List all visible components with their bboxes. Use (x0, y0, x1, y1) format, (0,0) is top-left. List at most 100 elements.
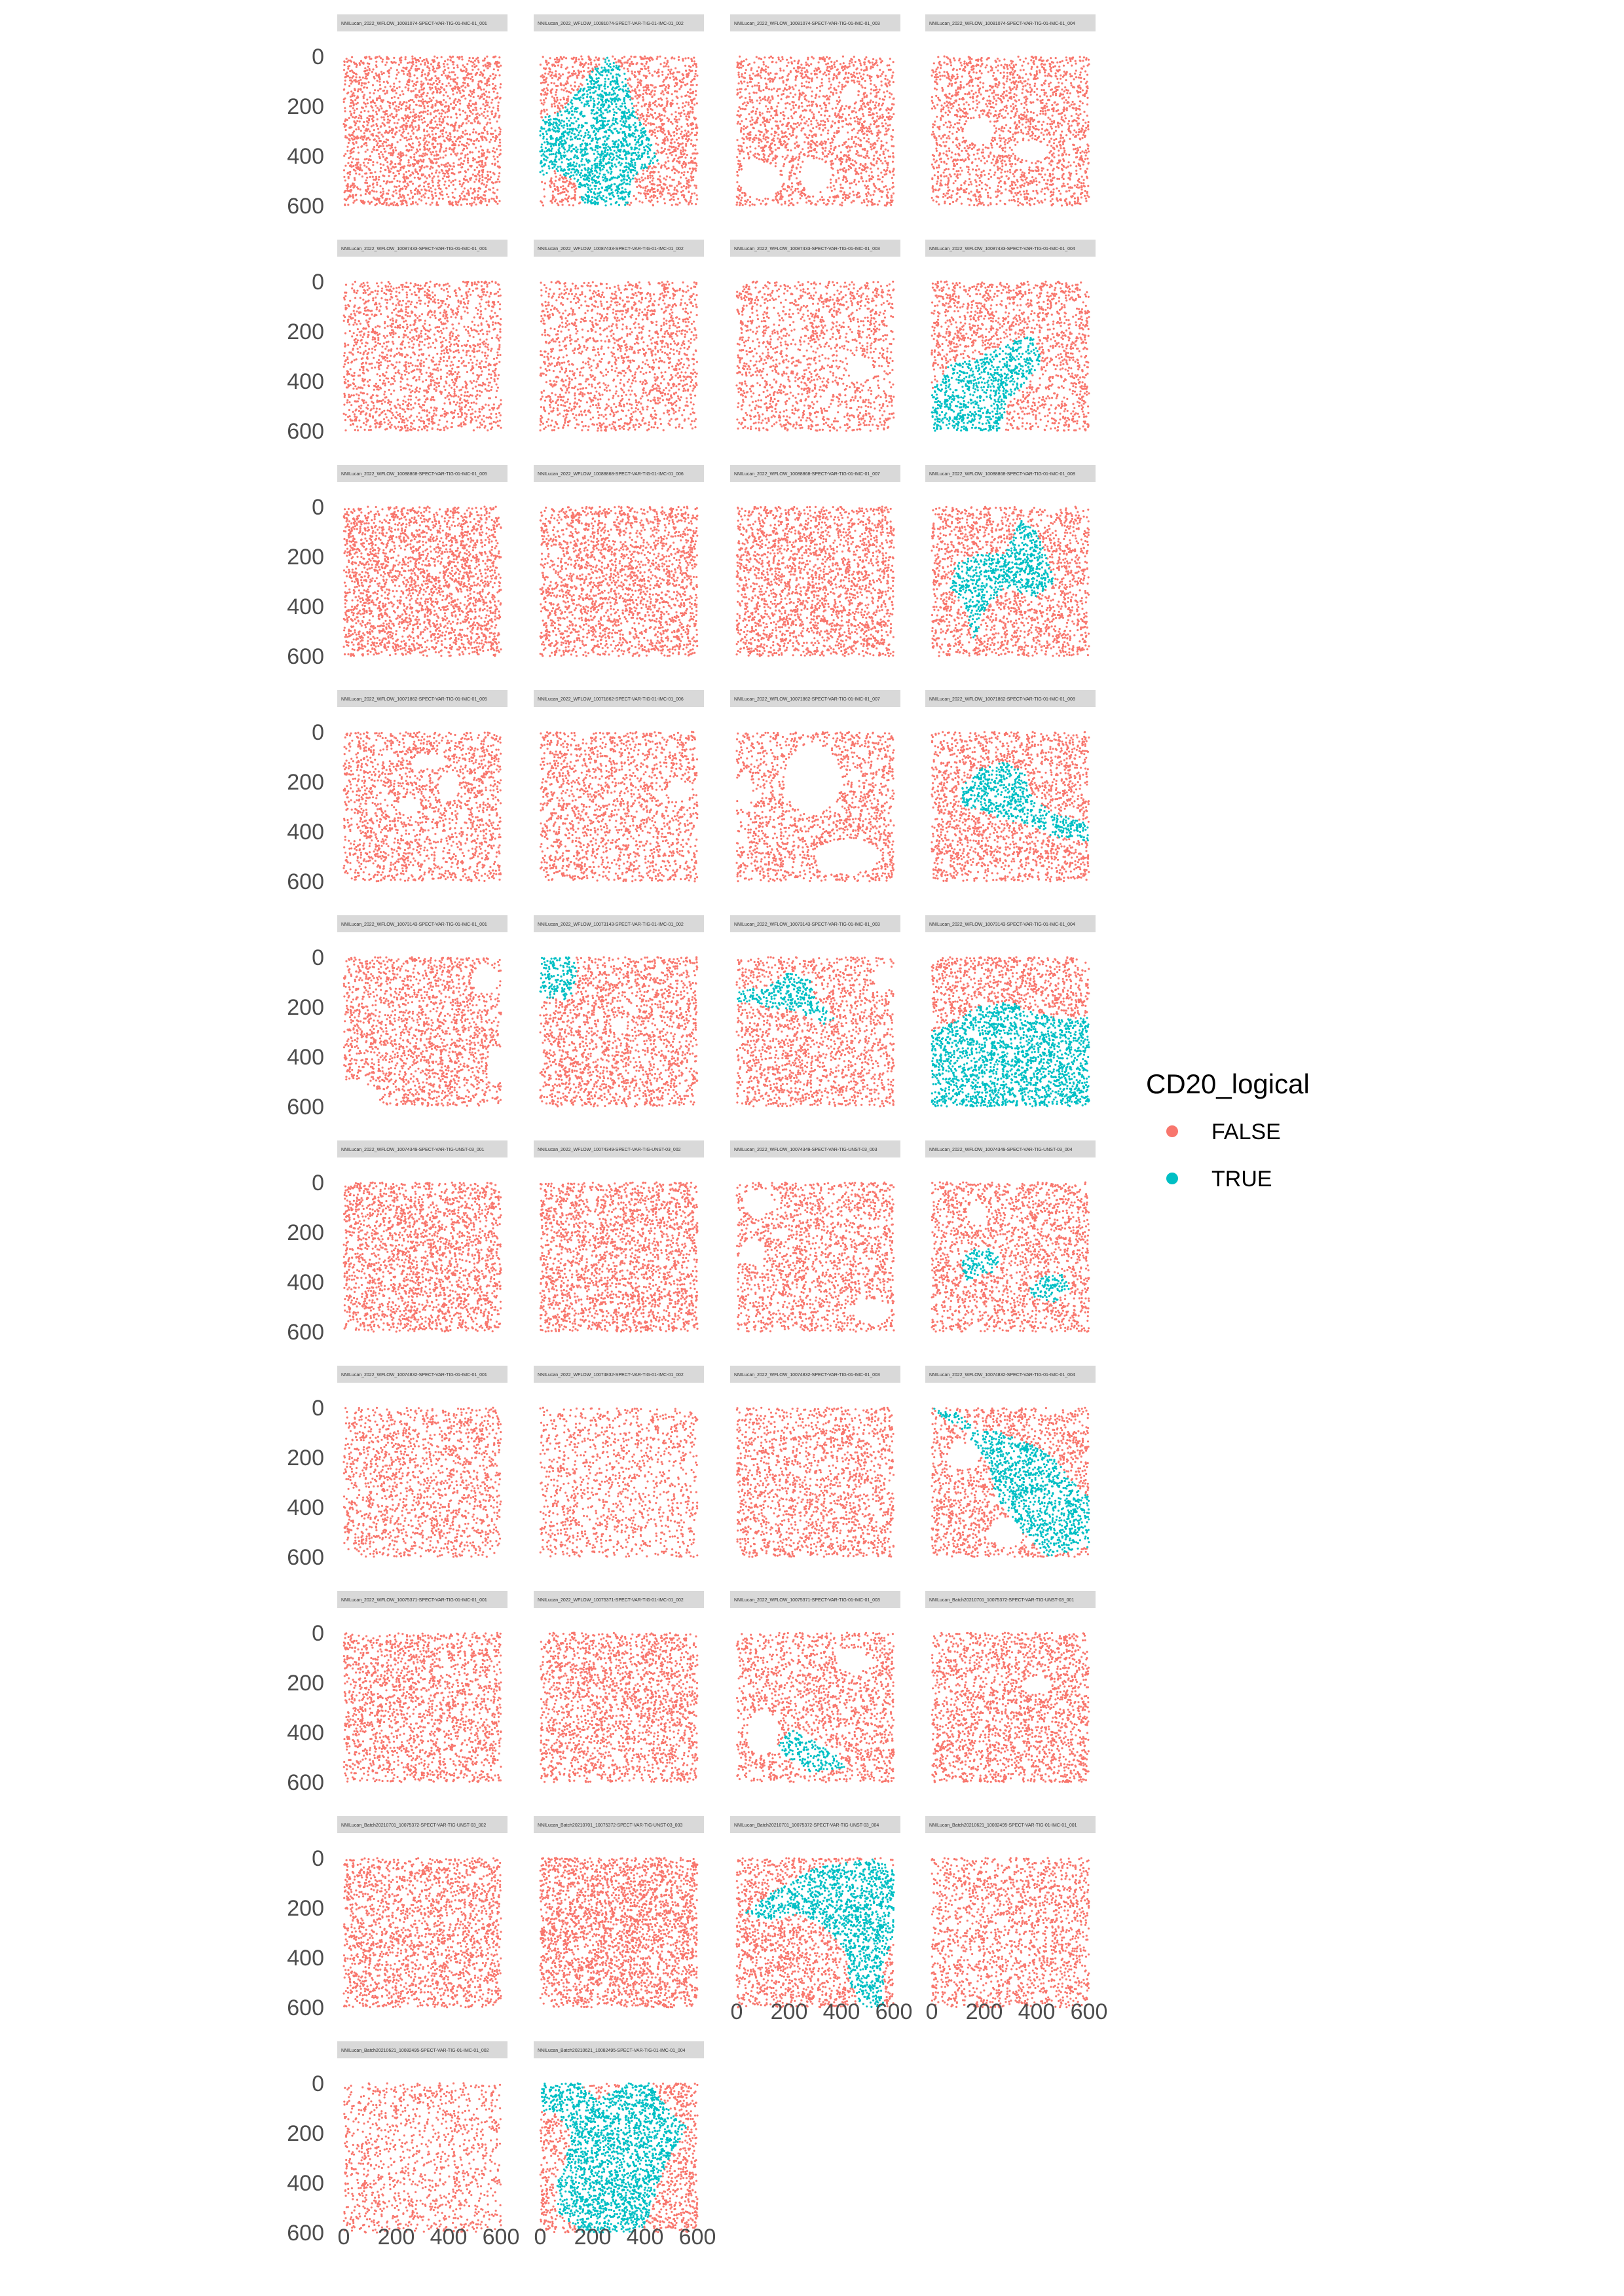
facet-strip-label: NNILucan_2022_WFLOW_10074349-SPECT-VAR-T… (929, 1148, 1073, 1152)
false-point-marks (342, 956, 502, 1107)
true-points (950, 520, 1054, 639)
true-points (539, 56, 659, 207)
facet-panel: NNILucan_2022_WFLOW_10071862-SPECT-VAR-T… (730, 690, 900, 883)
false-point-marks (735, 1406, 895, 1558)
y-tick-label: 200 (287, 1220, 324, 1245)
facet-strip (925, 1366, 1096, 1383)
false-point-marks (735, 280, 895, 432)
facet-strip (730, 915, 900, 932)
y-tick-label: 200 (287, 94, 324, 119)
facet-strip-label: NNILucan_2022_WFLOW_10074832-SPECT-VAR-T… (538, 1373, 684, 1377)
facet-strip (337, 915, 507, 932)
x-tick-label: 200 (966, 1999, 1003, 2024)
facet-strip-label: NNILucan_2022_WFLOW_10075371-SPECT-VAR-T… (538, 1598, 684, 1603)
facet-panel: NNILucan_2022_WFLOW_10073143-SPECT-VAR-T… (534, 915, 704, 1108)
x-tick-label: 200 (771, 1999, 808, 2024)
facet-strip (730, 465, 900, 482)
facet-panel: NNILucan_2022_WFLOW_10074349-SPECT-VAR-T… (534, 1140, 704, 1333)
false-point-marks (539, 505, 699, 657)
true-points (931, 1002, 1090, 1108)
facet-panel: NNILucan_2022_WFLOW_10071862-SPECT-VAR-T… (925, 690, 1096, 883)
facet-panel: NNILucan_2022_WFLOW_10074832-SPECT-VAR-T… (287, 1366, 507, 1570)
facet-strip-label: NNILucan_2022_WFLOW_10073143-SPECT-VAR-T… (734, 922, 880, 927)
facet-strip-label: NNILucan_2022_WFLOW_10081074-SPECT-VAR-T… (734, 22, 880, 26)
false-points (539, 1857, 699, 2009)
facet-strip-label: NNILucan_Batch20210701_10075372-SPECT-VA… (734, 1823, 879, 1828)
false-points (931, 505, 1090, 657)
x-tick-label: 0 (926, 1999, 938, 2024)
facet-strip-label: NNILucan_Batch20210621_10082495-SPECT-VA… (538, 2049, 686, 2053)
facet-strip-label: NNILucan_2022_WFLOW_10074832-SPECT-VAR-T… (734, 1373, 880, 1377)
false-points (735, 731, 895, 883)
false-point-marks (931, 1857, 1090, 2009)
true-point-marks (950, 520, 1054, 639)
false-point-marks (342, 1406, 502, 1558)
facet-strip-label: NNILucan_2022_WFLOW_10081074-SPECT-VAR-T… (538, 22, 684, 26)
facet-strip (534, 240, 704, 257)
facet-panel: NNILucan_2022_WFLOW_10081074-SPECT-VAR-T… (730, 14, 900, 207)
false-point-marks (539, 1631, 699, 1783)
false-point-marks (539, 1406, 699, 1558)
facet-panel: NNILucan_2022_WFLOW_10088868-SPECT-VAR-T… (287, 465, 507, 669)
y-tick-label: 400 (287, 1946, 324, 1971)
true-point-marks (931, 1002, 1090, 1108)
legend-label: TRUE (1211, 1167, 1272, 1192)
true-point-marks (778, 1730, 845, 1773)
false-points (342, 956, 502, 1107)
false-points (342, 1181, 502, 1333)
facet-strip-label: NNILucan_2022_WFLOW_10074349-SPECT-VAR-T… (538, 1148, 681, 1152)
facet-panel: NNILucan_2022_WFLOW_10087433-SPECT-VAR-T… (534, 240, 704, 432)
y-tick-label: 400 (287, 1045, 324, 1070)
facet-strip-label: NNILucan_2022_WFLOW_10071862-SPECT-VAR-T… (929, 697, 1075, 702)
false-point-marks (539, 280, 698, 432)
facet-strip (730, 14, 900, 31)
facet-panel: NNILucan_Batch20210701_10075372-SPECT-VA… (534, 1816, 704, 2009)
x-tick-label: 400 (1018, 1999, 1056, 2024)
x-tick-label: 400 (430, 2225, 468, 2250)
true-points (931, 337, 1041, 432)
false-point-marks (342, 731, 502, 883)
y-tick-label: 200 (287, 770, 324, 795)
legend: CD20_logical FALSE TRUE (1146, 1068, 1310, 1192)
facet-panel: NNILucan_2022_WFLOW_10071862-SPECT-VAR-T… (534, 690, 704, 883)
legend-label: FALSE (1211, 1120, 1281, 1144)
facet-strip-label: NNILucan_2022_WFLOW_10074349-SPECT-VAR-T… (341, 1148, 485, 1152)
facet-panel: NNILucan_2022_WFLOW_10074349-SPECT-VAR-T… (730, 1140, 900, 1333)
false-points (342, 1406, 502, 1558)
y-tick-label: 400 (287, 2171, 324, 2196)
facet-panel: NNILucan_2022_WFLOW_10081074-SPECT-VAR-T… (287, 14, 507, 219)
false-points (735, 1181, 895, 1333)
facet-strip (534, 1366, 704, 1383)
false-points (931, 1631, 1090, 1783)
false-points (539, 1631, 699, 1783)
false-points (342, 55, 502, 207)
true-point-marks (737, 972, 835, 1025)
facet-strip-label: NNILucan_Batch20210701_10075372-SPECT-VA… (341, 1823, 486, 1828)
true-points (539, 956, 578, 1000)
facet-strip (534, 1140, 704, 1157)
false-point-marks (342, 55, 502, 207)
false-point-marks (735, 505, 895, 657)
y-tick-label: 200 (287, 995, 324, 1020)
facet-strip-label: NNILucan_2022_WFLOW_10073143-SPECT-VAR-T… (538, 922, 684, 927)
true-point-marks (961, 1248, 1070, 1303)
true-point-marks (961, 761, 1089, 842)
false-point-marks (539, 2082, 699, 2234)
y-tick-label: 0 (312, 2071, 324, 2096)
facet-panel: NNILucan_2022_WFLOW_10088868-SPECT-VAR-T… (534, 465, 704, 657)
facet-strip-label: NNILucan_2022_WFLOW_10071862-SPECT-VAR-T… (734, 697, 880, 702)
y-tick-label: 200 (287, 1446, 324, 1470)
false-point-marks (342, 505, 502, 657)
false-point-marks (931, 505, 1090, 657)
x-tick-label: 600 (876, 1999, 913, 2024)
x-tick-label: 200 (574, 2225, 612, 2250)
facet-strip-label: NNILucan_2022_WFLOW_10075371-SPECT-VAR-T… (341, 1598, 487, 1603)
false-point-marks (931, 731, 1090, 883)
facet-panel: NNILucan_2022_WFLOW_10071862-SPECT-VAR-T… (287, 690, 507, 894)
y-tick-label: 600 (287, 1320, 324, 1345)
x-tick-label: 400 (823, 1999, 860, 2024)
facet-strip-label: NNILucan_Batch20210621_10082495-SPECT-VA… (929, 1823, 1077, 1828)
true-points (737, 972, 835, 1025)
facet-strip (534, 14, 704, 31)
false-point-marks (931, 55, 1090, 207)
